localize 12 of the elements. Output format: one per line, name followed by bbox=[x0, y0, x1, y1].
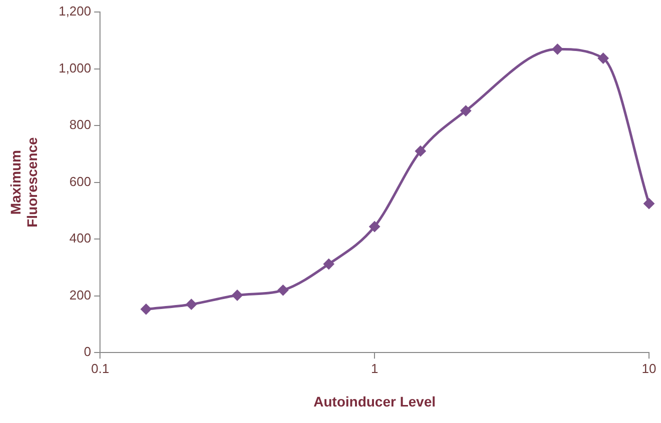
y-tick-label: 1,000 bbox=[58, 60, 92, 76]
y-tick-label: 800 bbox=[69, 117, 92, 132]
y-tick-label: 600 bbox=[69, 174, 92, 189]
y-tick-label: 1,200 bbox=[58, 4, 92, 19]
x-tick-label: 0.1 bbox=[91, 360, 110, 376]
y-axis-title: Maximum Fluorescence bbox=[7, 136, 40, 228]
x-tick-label: 10 bbox=[642, 360, 656, 376]
y-tick-label: 200 bbox=[69, 287, 92, 302]
y-tick-label: 400 bbox=[69, 230, 92, 246]
x-axis-title: Autoinducer Level bbox=[313, 393, 436, 410]
x-tick-label: 1 bbox=[370, 360, 378, 376]
y-tick-label: 0 bbox=[84, 344, 92, 360]
